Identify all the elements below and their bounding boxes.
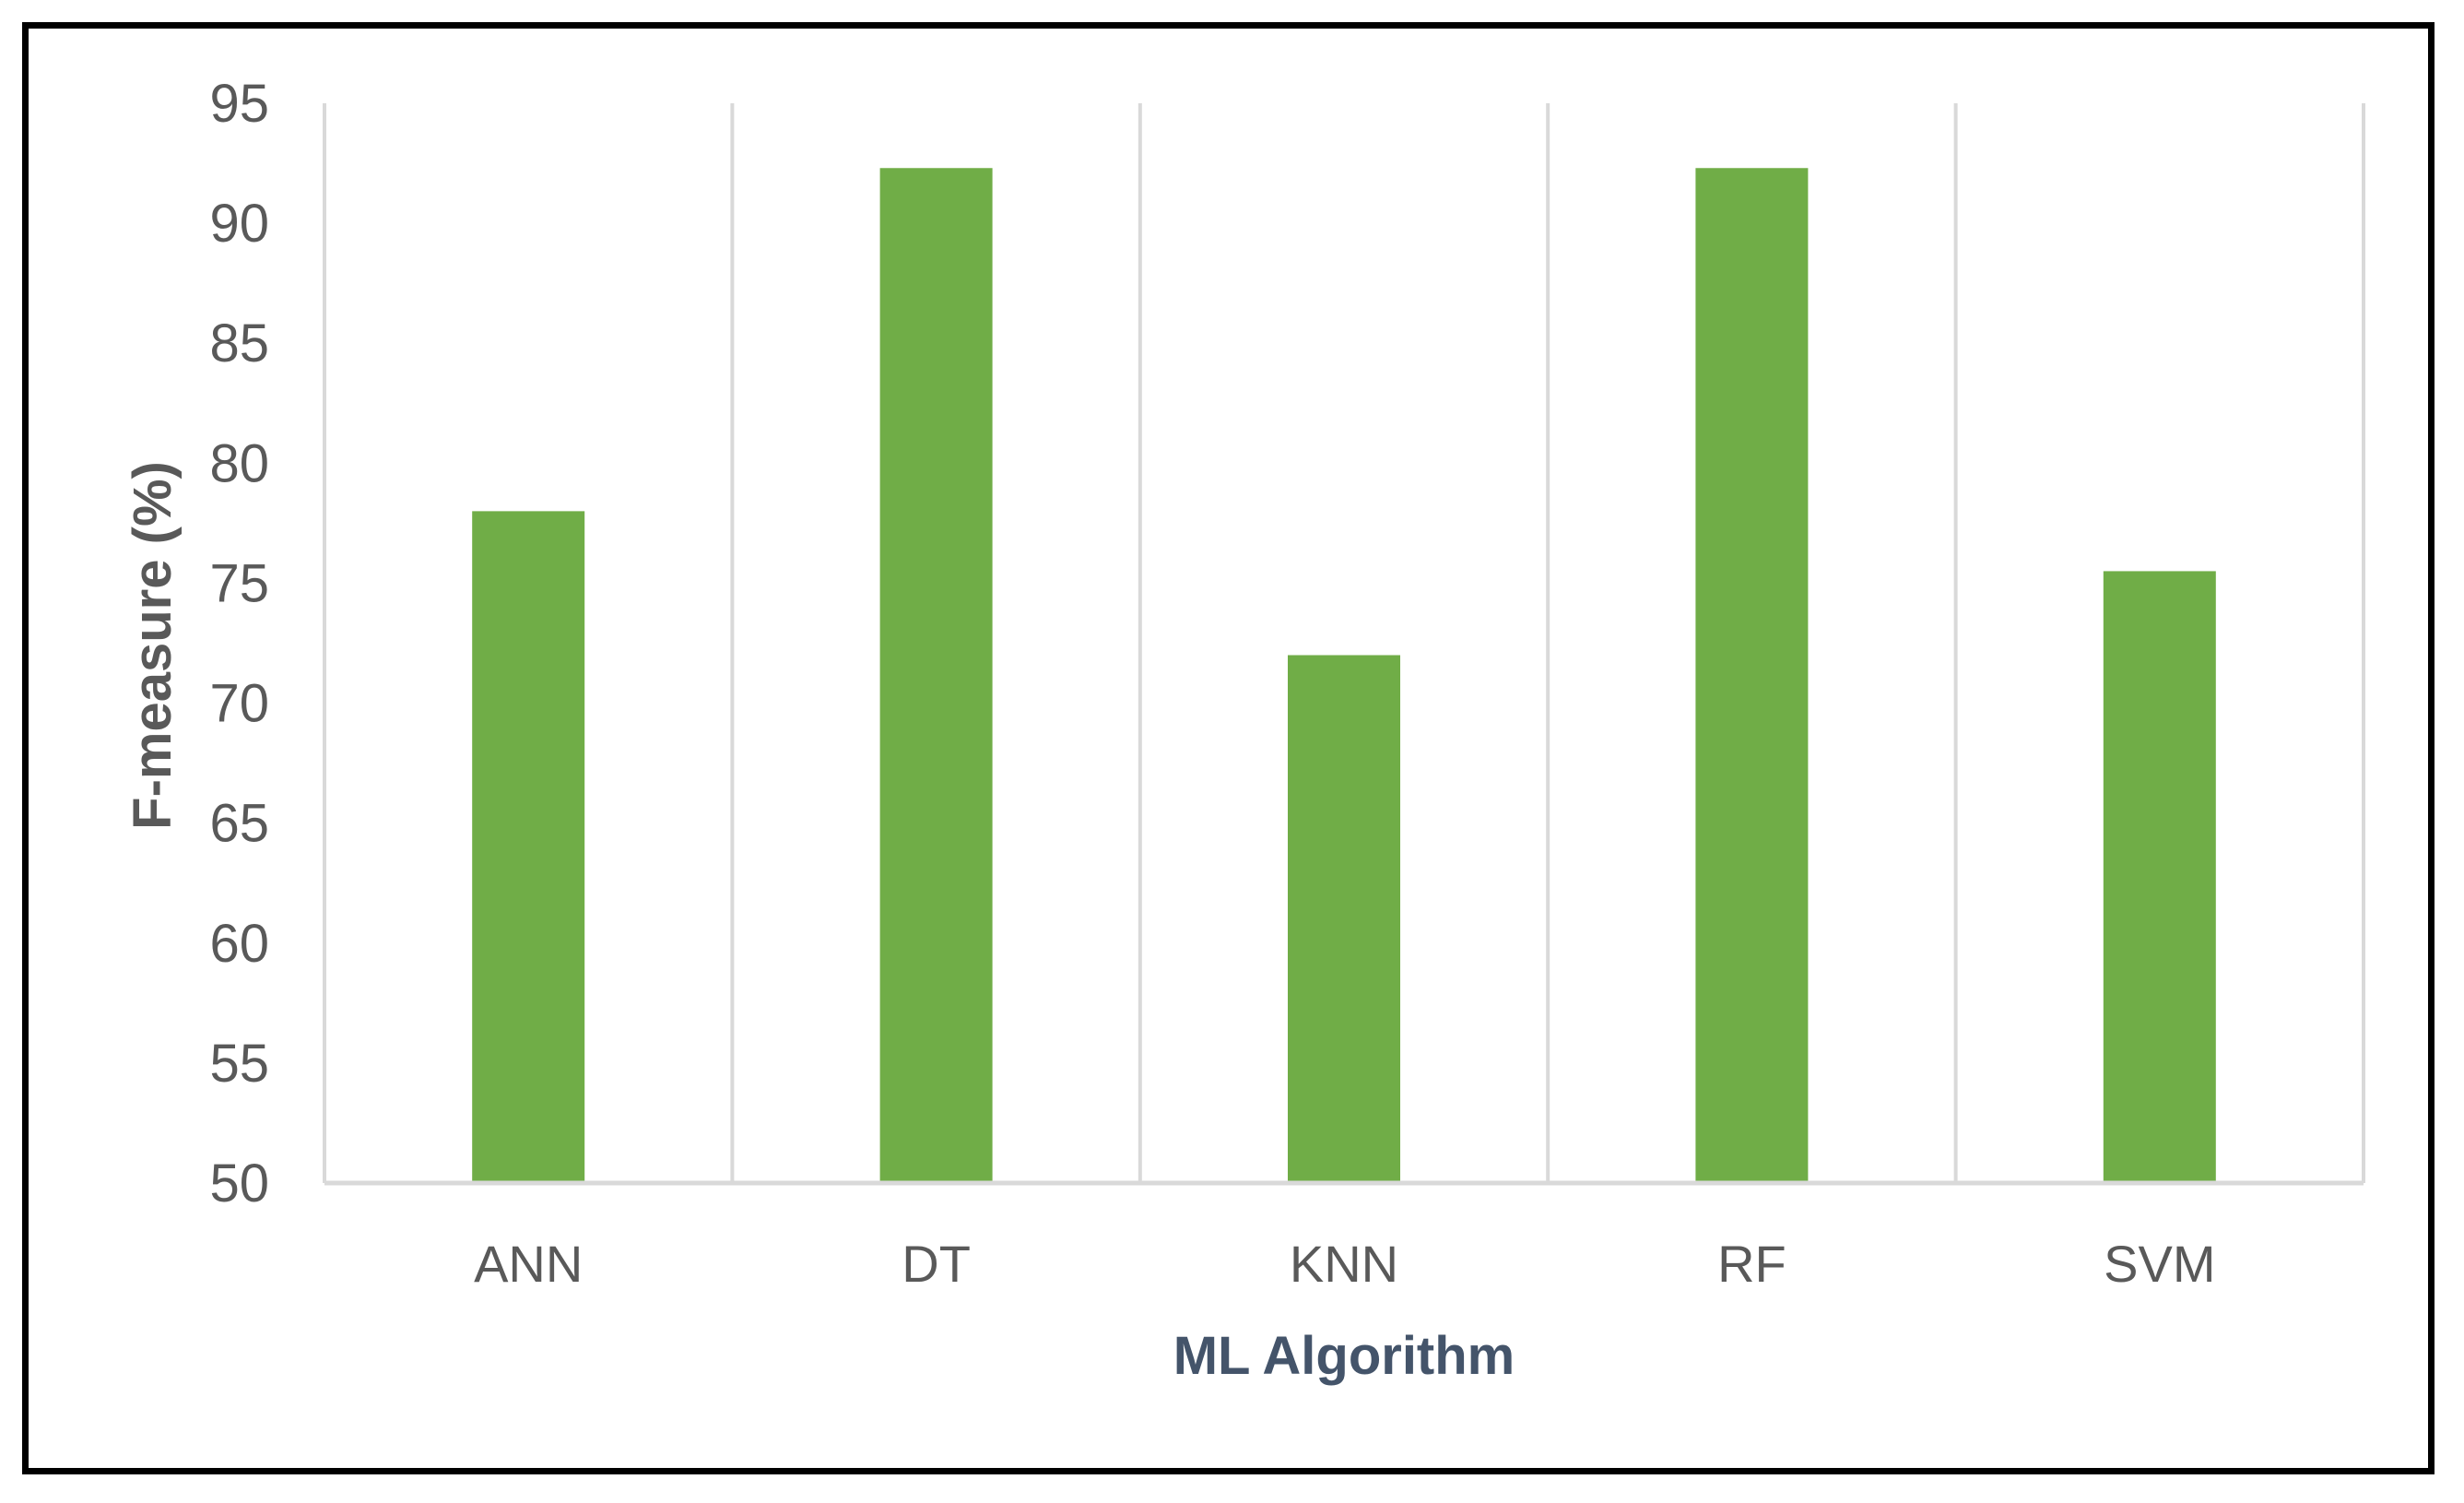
x-tick-label-knn: KNN	[1290, 1235, 1398, 1293]
x-tick-labels: ANN DT KNN RF SVM	[474, 1235, 2215, 1293]
x-tick-label-dt: DT	[902, 1235, 971, 1293]
x-tick-label-rf: RF	[1717, 1235, 1786, 1293]
chart-frame	[22, 22, 2435, 1474]
y-tick-label: 70	[209, 674, 269, 734]
x-tick-label-ann: ANN	[474, 1235, 583, 1293]
y-tick-label: 85	[209, 314, 269, 373]
gridlines	[323, 103, 2365, 1183]
bar-svm	[2103, 571, 2216, 1183]
y-tick-label: 55	[209, 1034, 269, 1094]
bar-rf	[1695, 168, 1809, 1183]
bar-dt	[879, 168, 993, 1183]
y-tick-label: 90	[209, 194, 269, 254]
x-axis-title: ML Algorithm	[1173, 1326, 1515, 1386]
y-tick-label: 50	[209, 1154, 269, 1213]
y-axis-title: F-measure (%)	[123, 461, 183, 830]
y-tick-label: 65	[209, 794, 269, 854]
y-tick-label: 80	[209, 433, 269, 493]
bar-ann	[472, 511, 585, 1183]
bar-knn	[1288, 655, 1400, 1183]
y-tick-label: 75	[209, 553, 269, 613]
y-tick-labels: 50 55 60 65 70 75 80 85 90 95	[209, 74, 269, 1213]
x-tick-label-svm: SVM	[2104, 1235, 2215, 1293]
y-tick-label: 60	[209, 914, 269, 974]
bars	[472, 168, 2216, 1183]
y-tick-label: 95	[209, 74, 269, 134]
